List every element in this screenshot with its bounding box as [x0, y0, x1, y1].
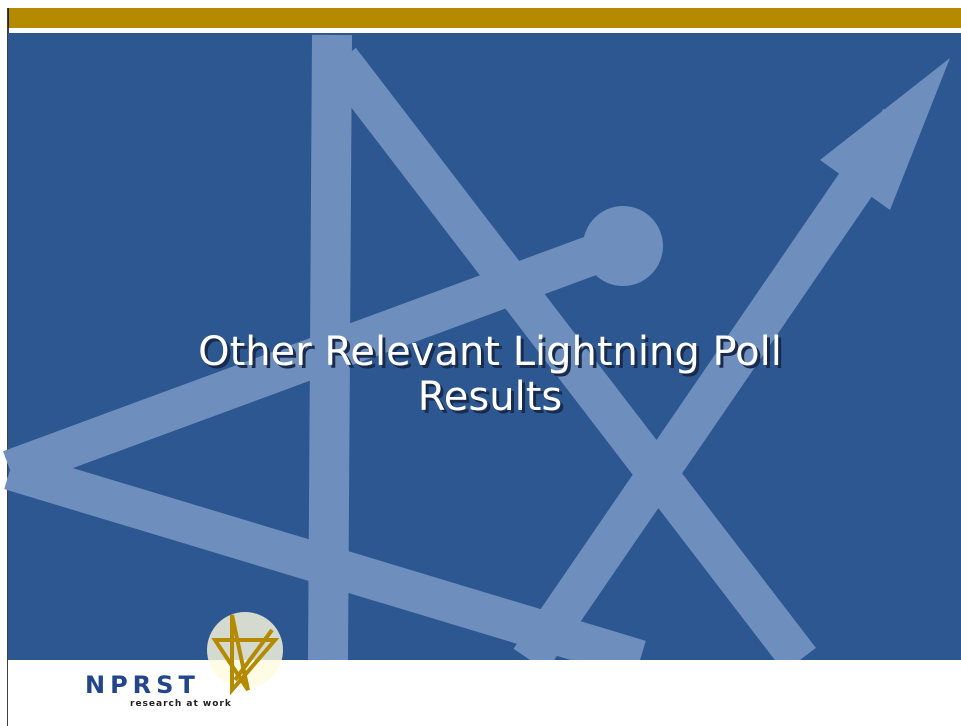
blue-panel — [8, 33, 961, 660]
footer — [8, 660, 961, 726]
star-stroke — [324, 47, 816, 673]
logo-glow — [207, 612, 283, 688]
logo-star — [211, 614, 280, 696]
title-line: Results — [418, 374, 562, 420]
top-bar — [8, 8, 961, 28]
star-stroke — [3, 226, 627, 489]
logo: NPRST research at work — [85, 612, 283, 709]
star-node — [583, 206, 663, 286]
title-shadow: Results — [421, 377, 565, 423]
title-shadow: Other Relevant Lightning Poll — [201, 332, 785, 378]
logo-arrow — [233, 628, 274, 682]
star-graphic — [3, 34, 917, 680]
logo-name: NPRST — [85, 671, 200, 699]
title-line: Other Relevant Lightning Poll — [198, 329, 782, 375]
arrow-shaft — [513, 108, 917, 672]
arrow-head — [820, 58, 950, 210]
logo-tagline: research at work — [130, 699, 232, 709]
